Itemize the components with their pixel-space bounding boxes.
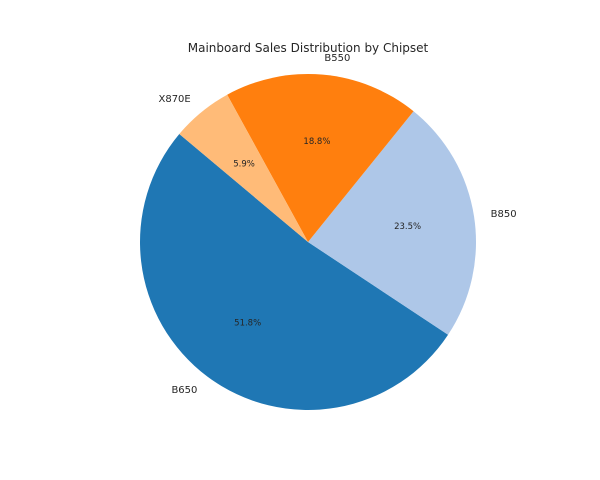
slice-label-b550: B550 (324, 53, 350, 64)
slice-label-b650: B650 (171, 385, 197, 396)
pie-slice-x870e (179, 94, 308, 242)
chart-title: Mainboard Sales Distribution by Chipset (188, 41, 429, 55)
pie-labels: B650 51.8% B850 23.5% B550 18.8% X870E 5.9% (158, 53, 516, 396)
pie-slice-b650 (140, 134, 449, 410)
slice-percent-b650: 51.8% (234, 318, 261, 328)
slice-label-x870e: X870E (158, 94, 190, 105)
slice-percent-b850: 23.5% (394, 222, 421, 232)
pie-slice-b550 (227, 74, 414, 243)
slice-percent-b550: 18.8% (303, 137, 330, 147)
slice-percent-x870e: 5.9% (233, 160, 255, 170)
slice-label-b850: B850 (491, 209, 517, 220)
pie-slice-b850 (308, 111, 477, 335)
pie-slices (140, 74, 477, 410)
